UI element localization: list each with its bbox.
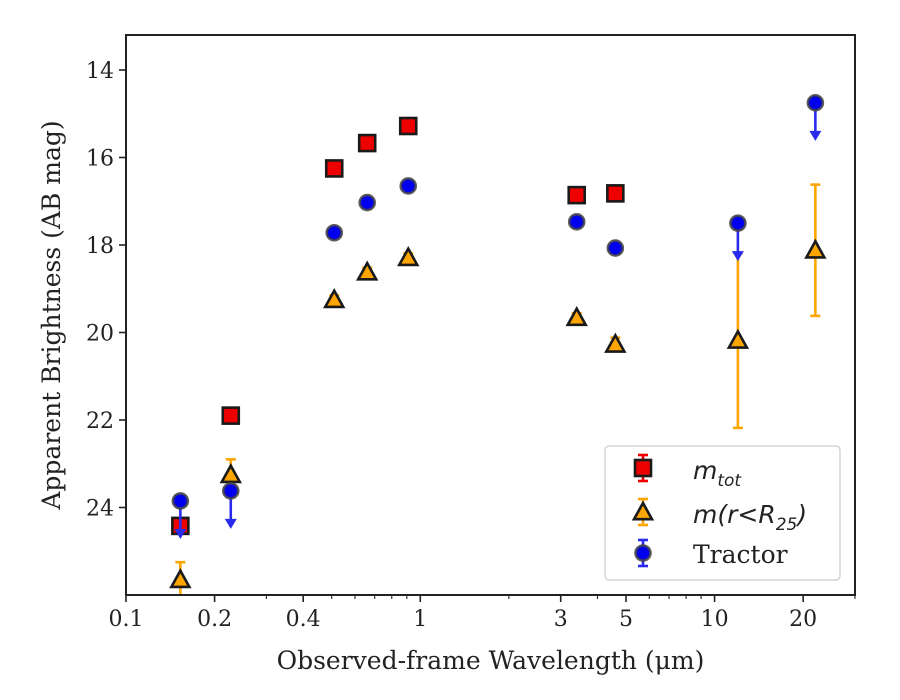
x-tick-label: 3	[554, 607, 568, 632]
point	[221, 482, 240, 529]
legend-marker-square	[633, 458, 653, 478]
data-layer	[169, 94, 827, 595]
x-tick-label: 1	[413, 607, 427, 632]
point	[355, 260, 379, 281]
upper-limit-arrow-head	[809, 130, 822, 141]
y-tick-label: 18	[86, 234, 114, 259]
point	[606, 239, 625, 257]
point	[221, 406, 241, 425]
marker-triangle	[355, 260, 379, 281]
point	[604, 332, 627, 353]
y-tick-label: 20	[86, 322, 114, 347]
y-axis-label: Apparent Brightness (AB mag)	[37, 120, 66, 510]
x-tick-label: 0.2	[197, 607, 232, 632]
point	[358, 193, 376, 212]
point	[606, 184, 625, 203]
marker-circle	[399, 177, 418, 195]
marker-triangle	[565, 305, 588, 327]
legend-marker-triangle	[631, 500, 655, 521]
point	[171, 492, 190, 539]
point	[804, 183, 827, 318]
marker-triangle	[323, 288, 346, 309]
marker-circle	[325, 223, 344, 242]
legend: mtot m(r<R25) Tractor	[604, 445, 841, 581]
legend-label-tractor: Tractor	[693, 540, 788, 569]
marker-triangle	[726, 328, 750, 349]
marker-triangle	[219, 463, 242, 484]
marker-triangle	[804, 238, 827, 259]
marker-square	[398, 116, 418, 136]
marker-circle	[358, 193, 376, 212]
x-tick-label: 0.4	[286, 607, 321, 632]
series-1	[169, 183, 827, 595]
x-tick-label: 5	[619, 607, 633, 632]
marker-circle	[729, 214, 747, 232]
marker-square	[567, 185, 587, 205]
point	[324, 159, 344, 178]
marker-triangle	[397, 246, 420, 267]
plot-frame	[125, 34, 856, 596]
x-tick-label: 0.1	[109, 607, 144, 632]
legend-marker-circle	[634, 544, 652, 562]
y-tick-label: 22	[86, 409, 114, 434]
marker-square	[221, 406, 241, 425]
marker-circle	[221, 482, 240, 500]
y-tick-label: 14	[86, 59, 114, 84]
marker-square	[324, 159, 344, 178]
upper-limit-arrow-head	[224, 518, 237, 529]
marker-square	[606, 184, 625, 203]
marker-circle	[171, 492, 190, 510]
point	[398, 116, 418, 136]
point	[806, 94, 825, 141]
marker-circle	[606, 239, 625, 257]
upper-limit-arrow-head	[174, 528, 187, 539]
point	[729, 214, 747, 262]
series-2	[171, 94, 825, 539]
marker-triangle	[604, 332, 627, 353]
x-tick-label: 20	[789, 607, 817, 632]
y-tick-label: 16	[86, 147, 114, 172]
point	[567, 213, 586, 231]
legend-label-mtot: mtot	[693, 456, 742, 491]
legend-label-m-r25: m(r<R25)	[693, 500, 807, 535]
point	[325, 223, 344, 242]
legend-markers	[631, 453, 655, 568]
point	[397, 246, 420, 267]
point	[323, 288, 346, 309]
point	[399, 177, 418, 195]
marker-circle	[806, 94, 825, 112]
point	[169, 560, 192, 595]
y-tick-label: 24	[86, 497, 114, 522]
marker-square	[357, 133, 377, 153]
marker-triangle	[169, 568, 192, 589]
upper-limit-arrow-head	[731, 251, 744, 262]
point	[357, 133, 377, 153]
marker-circle	[567, 213, 586, 231]
legend-box	[604, 445, 841, 581]
axes-layer: 0.1 0.2 0.4 1 3 5 10 20 14 16 18 20 22 24	[86, 59, 856, 632]
point	[565, 305, 588, 327]
point	[567, 185, 587, 205]
x-axis-label: Observed-frame Wavelength (μm)	[277, 646, 705, 675]
series-0	[171, 116, 625, 536]
x-tick-label: 10	[701, 607, 729, 632]
point	[726, 251, 750, 430]
